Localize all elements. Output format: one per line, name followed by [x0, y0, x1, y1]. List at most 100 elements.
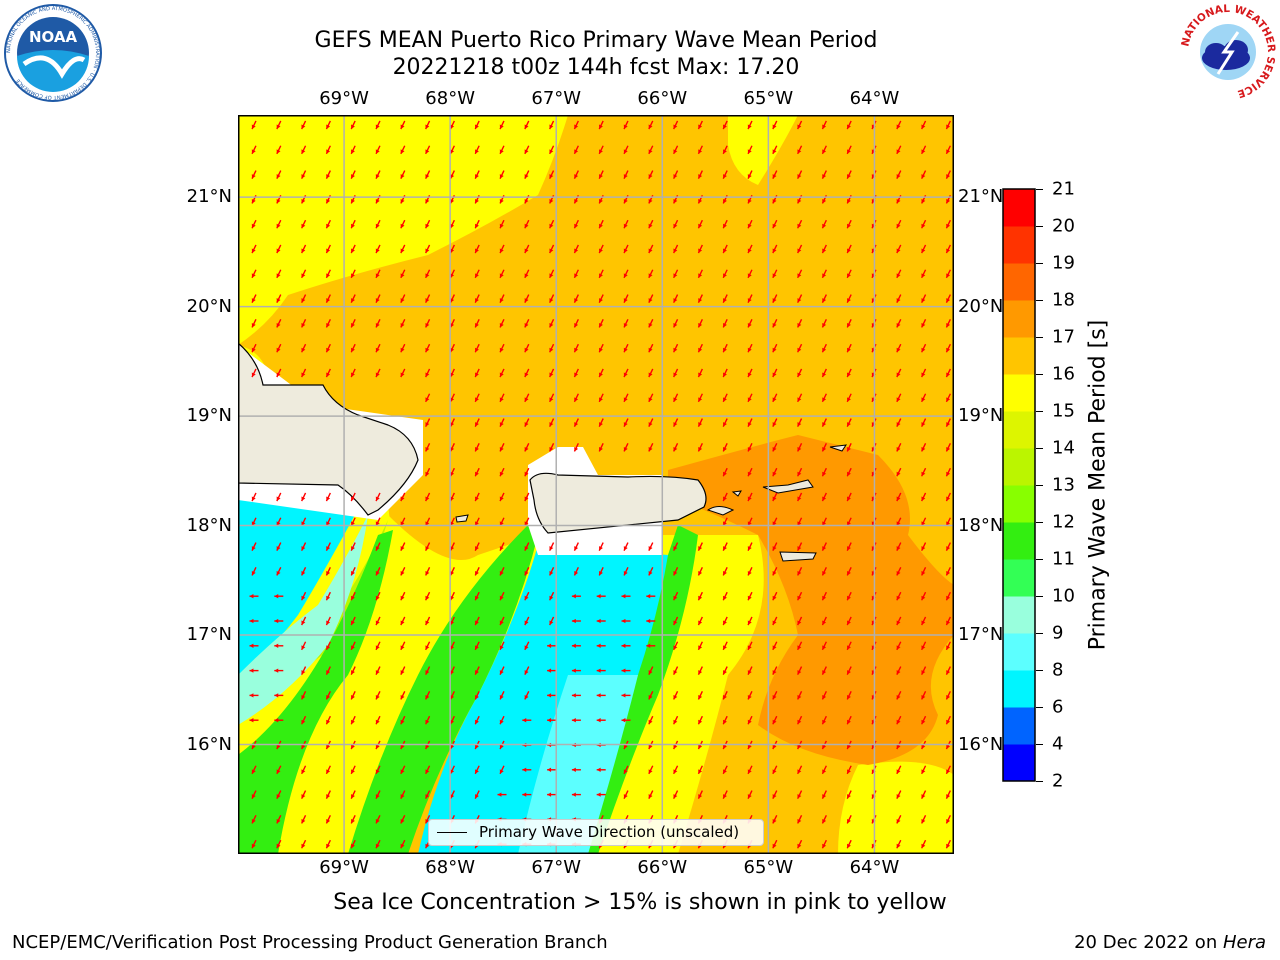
wave-arrow [797, 219, 803, 229]
colorbar-tick-mark [1036, 411, 1043, 412]
wave-arrow [722, 443, 728, 452]
wave-arrow [673, 219, 679, 229]
period-contour-yellow-sw [238, 515, 540, 854]
wave-arrow [425, 145, 431, 155]
wave-arrow [945, 343, 951, 353]
wave-arrow [499, 467, 505, 477]
wave-arrow [499, 269, 505, 279]
wave-arrow [449, 443, 455, 452]
wave-arrow [596, 618, 606, 624]
wave-arrow [945, 765, 951, 775]
colorbar-tick-label: 8 [1052, 659, 1064, 681]
wave-arrow [350, 542, 356, 551]
wave-arrow [921, 616, 927, 626]
wave-arrow [821, 219, 827, 229]
wave-arrow [747, 715, 753, 725]
wave-arrow [425, 443, 431, 452]
wave-arrow [896, 492, 902, 502]
wave-arrow [598, 368, 604, 378]
wave-arrow [821, 591, 827, 601]
wave-arrow [821, 145, 827, 155]
wave-arrow [846, 765, 852, 775]
colorbar-segment [1003, 189, 1035, 227]
wave-arrow [673, 765, 679, 775]
wave-arrow [772, 542, 778, 551]
wave-arrow [673, 567, 679, 576]
colorbar-segment [1003, 633, 1035, 671]
colorbar-tick-label: 19 [1052, 252, 1075, 274]
wave-arrow [673, 443, 679, 452]
lon-tick-top: 67°W [531, 88, 582, 109]
wave-arrow [249, 668, 259, 673]
wave-arrow [945, 443, 951, 452]
wave-arrow [921, 145, 927, 155]
wave-arrow [573, 443, 579, 452]
wave-arrow [325, 616, 331, 626]
wave-arrow [400, 517, 406, 527]
wave-arrow [896, 418, 902, 427]
wave-arrow [301, 616, 307, 626]
wave-arrow [772, 343, 778, 353]
wave-arrow [474, 418, 480, 427]
colorbar-tick-mark [1036, 300, 1043, 301]
wave-arrow [945, 294, 951, 303]
wave-arrow [722, 666, 728, 675]
wave-arrow [547, 792, 557, 797]
wave-arrow [722, 319, 728, 328]
colorbar-tick-mark [1036, 670, 1043, 671]
wave-arrow [697, 368, 703, 378]
lat-tick-right: 18°N [958, 514, 1004, 536]
wave-arrow [400, 492, 406, 502]
wave-arrow [499, 343, 505, 353]
wave-arrow [896, 219, 902, 229]
lat-tick-right: 20°N [958, 295, 1004, 317]
wave-arrow [425, 517, 431, 527]
wave-arrow [425, 666, 431, 675]
wave-arrow [697, 567, 703, 576]
wave-arrow [821, 368, 827, 378]
wave-arrow [945, 120, 951, 130]
wave-arrow [375, 715, 381, 725]
wave-arrow [400, 666, 406, 675]
wave-arrow [945, 418, 951, 427]
wave-arrow [449, 715, 455, 725]
wave-arrow [549, 591, 555, 601]
wave-arrow [400, 145, 406, 155]
wave-arrow [722, 418, 728, 427]
wave-arrow [921, 542, 927, 551]
wave-arrow [772, 418, 778, 427]
wave-arrow [921, 641, 927, 651]
wave-arrow [821, 319, 827, 328]
wave-arrow [648, 219, 654, 229]
wave-arrow [797, 294, 803, 303]
wave-arrow [772, 591, 778, 601]
wave-arrow [797, 567, 803, 576]
wave-arrow [846, 170, 852, 179]
wave-arrow [573, 542, 579, 551]
wave-arrow [375, 294, 381, 303]
lat-tick-left: 18°N [186, 514, 232, 536]
wave-arrow [449, 418, 455, 427]
colorbar-segment [1003, 300, 1035, 338]
wave-arrow [449, 467, 455, 477]
wave-arrow [945, 219, 951, 229]
wave-arrow [499, 517, 505, 527]
wave-arrow [697, 393, 703, 403]
wave-arrow [571, 792, 581, 797]
colorbar-segment [1003, 559, 1035, 597]
wave-arrow [623, 567, 629, 576]
wave-arrow [499, 368, 505, 378]
wave-arrow [499, 765, 505, 775]
wave-arrow [722, 467, 728, 477]
wave-arrow [301, 790, 307, 799]
wave-arrow [846, 418, 852, 427]
colorbar-tick-label: 18 [1052, 289, 1075, 311]
wave-arrow [722, 393, 728, 403]
wave-arrow [598, 170, 604, 179]
wave-arrow [697, 666, 703, 675]
colorbar-tick-mark [1036, 707, 1043, 708]
wave-arrow [821, 691, 827, 700]
wave-arrow [821, 616, 827, 626]
land-islet-1 [455, 514, 469, 523]
wave-arrow [921, 244, 927, 254]
